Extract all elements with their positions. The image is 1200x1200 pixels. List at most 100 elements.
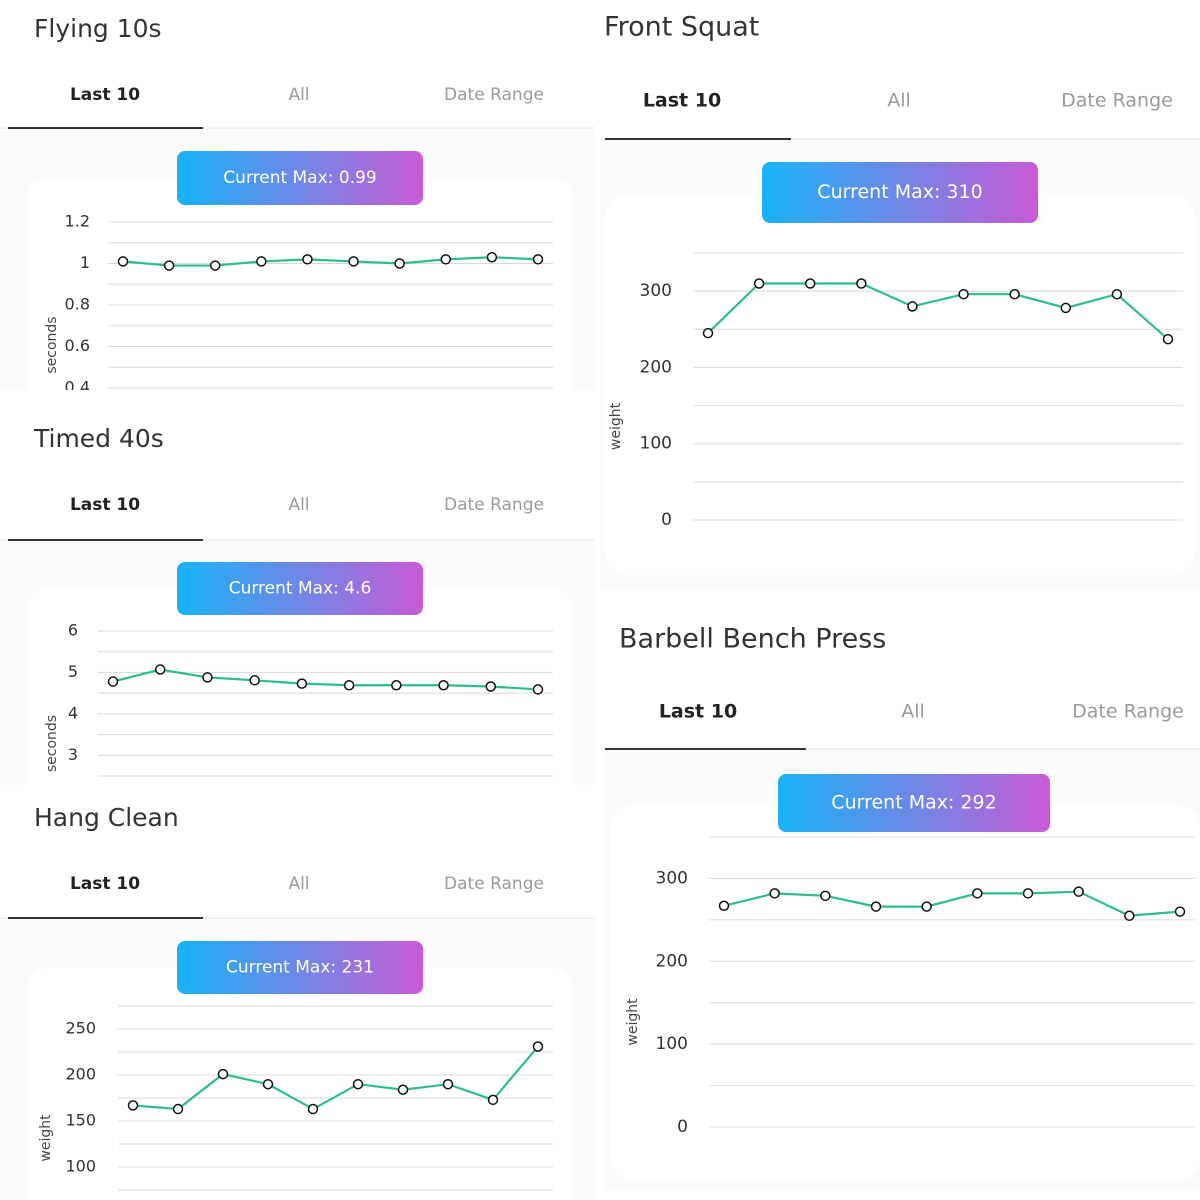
data-point xyxy=(1124,910,1135,921)
header-bg xyxy=(0,0,595,128)
chart-panel: Flying 10s Last 10 All Date Range Current Ma… xyxy=(0,0,595,390)
data-point xyxy=(487,1094,499,1106)
header-bg xyxy=(0,410,595,540)
tab[interactable]: Date Range xyxy=(444,85,544,105)
y-tick-label: 200 xyxy=(640,357,672,377)
tab[interactable]: Last 10 xyxy=(70,85,140,105)
current-max-badge xyxy=(177,562,423,615)
data-point xyxy=(343,680,355,691)
data-point xyxy=(209,260,221,271)
y-tick-label: 100 xyxy=(656,1034,688,1054)
data-point xyxy=(702,327,714,339)
tab[interactable]: All xyxy=(901,701,925,723)
data-point xyxy=(1009,288,1020,300)
chart-card xyxy=(605,195,1195,575)
tab[interactable]: Last 10 xyxy=(70,874,140,894)
y-tick-label: 150 xyxy=(65,1111,96,1130)
tab[interactable]: Last 10 xyxy=(70,495,140,515)
tab[interactable]: All xyxy=(288,874,309,894)
tab[interactable]: Date Range xyxy=(1072,701,1184,723)
y-tick-label: 0.4 xyxy=(65,378,90,391)
y-tick-label: 1 xyxy=(80,253,90,272)
y-axis-label: weight xyxy=(38,1114,54,1162)
data-point xyxy=(117,256,129,267)
current-max-badge xyxy=(177,941,423,994)
header-bg xyxy=(605,600,1200,749)
tab[interactable]: Date Range xyxy=(1061,90,1173,112)
data-point xyxy=(391,680,402,691)
data-point xyxy=(440,254,452,265)
data-point xyxy=(753,278,765,289)
data-line xyxy=(132,1045,539,1111)
y-tick-label: 0.8 xyxy=(65,295,90,314)
data-point xyxy=(532,684,544,695)
y-tick-label: 1.2 xyxy=(65,212,90,231)
data-point xyxy=(249,675,260,686)
header-bg xyxy=(600,0,1200,139)
chart-panel: Timed 40s Last 10 All Date Range Current Max… xyxy=(0,410,595,785)
data-point xyxy=(307,1103,319,1115)
y-axis-label: seconds xyxy=(44,316,60,373)
data-point xyxy=(256,256,267,267)
chart-panel: Front Squat Last 10 All Date Range Current M… xyxy=(600,0,1200,590)
y-tick-label: 300 xyxy=(656,868,688,888)
data-point xyxy=(907,301,918,312)
header-bg xyxy=(0,790,595,918)
data-point xyxy=(397,1084,409,1095)
data-line xyxy=(707,282,1169,341)
tab[interactable]: Date Range xyxy=(444,495,544,515)
data-point xyxy=(486,252,498,263)
tab[interactable]: Last 10 xyxy=(643,90,721,112)
data-point xyxy=(352,1078,364,1090)
data-point xyxy=(107,676,119,687)
tab[interactable]: All xyxy=(288,495,309,515)
panel-title: Flying 10s xyxy=(34,14,162,43)
data-point xyxy=(532,1041,544,1052)
tab[interactable]: Date Range xyxy=(444,874,544,894)
y-axis-label: seconds xyxy=(44,715,60,772)
current-max-badge xyxy=(177,151,423,205)
tab[interactable]: All xyxy=(288,85,309,105)
data-point xyxy=(1022,888,1034,899)
y-tick-label: 0.6 xyxy=(65,336,90,355)
current-max-label: Current Max: 0.99 xyxy=(223,168,376,188)
data-point xyxy=(921,901,932,912)
data-point xyxy=(302,254,313,265)
chart-card xyxy=(27,968,573,1200)
current-max-label: Current Max: 4.6 xyxy=(229,579,372,599)
data-line xyxy=(112,668,539,691)
y-axis-label: weight xyxy=(625,998,641,1046)
data-point xyxy=(172,1103,184,1115)
y-tick-label: 300 xyxy=(640,281,672,301)
y-tick-label: 0 xyxy=(677,1117,688,1137)
data-point xyxy=(348,256,359,267)
current-max-badge xyxy=(778,774,1050,832)
data-point xyxy=(154,664,166,675)
data-point xyxy=(820,890,831,902)
tab[interactable]: All xyxy=(887,90,911,112)
panel-title: Barbell Bench Press xyxy=(619,624,886,655)
y-axis-label: weight xyxy=(608,402,624,450)
y-tick-label: 5 xyxy=(68,662,78,681)
panel-title: Hang Clean xyxy=(34,803,179,832)
y-tick-label: 100 xyxy=(640,434,672,454)
data-point xyxy=(870,901,882,912)
data-point xyxy=(804,278,816,289)
data-point xyxy=(163,260,175,271)
data-point xyxy=(769,888,780,899)
data-point xyxy=(394,258,405,269)
data-point xyxy=(217,1068,229,1080)
data-point xyxy=(1111,288,1123,300)
y-tick-label: 200 xyxy=(656,951,688,971)
y-tick-label: 3 xyxy=(68,745,78,764)
data-point xyxy=(1174,906,1186,917)
tab[interactable]: Last 10 xyxy=(659,701,737,723)
y-tick-label: 200 xyxy=(65,1065,96,1084)
y-tick-label: 100 xyxy=(65,1157,96,1176)
y-tick-label: 6 xyxy=(68,621,78,640)
data-point xyxy=(485,681,497,692)
data-line xyxy=(723,890,1181,917)
data-point xyxy=(438,680,449,691)
data-point xyxy=(532,254,544,265)
